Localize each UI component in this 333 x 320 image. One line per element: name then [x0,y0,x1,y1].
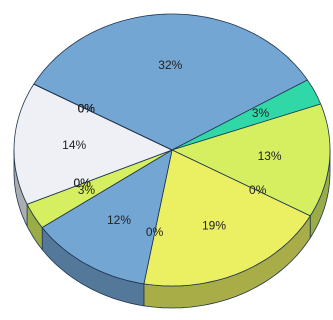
slice [171,79,322,151]
slice [171,103,331,217]
data-label: 3% [252,106,270,120]
slice [143,149,311,287]
data-label: 0% [249,183,267,197]
slice [33,13,308,151]
slice [41,149,173,285]
data-label: 0% [78,101,96,115]
slice [13,83,173,205]
data-label: 0% [78,101,96,115]
data-label: 0% [146,225,164,239]
data-label: 32% [158,58,182,72]
data-label: 3% [78,183,96,197]
data-label: 0% [74,176,92,190]
data-label: 12% [107,213,131,227]
data-label: 19% [202,218,226,232]
data-label: 13% [258,149,282,163]
data-label: 0% [78,101,96,115]
pie-tops [13,13,331,287]
pie-sides [13,149,331,309]
data-label: 0% [74,176,92,190]
slice [33,83,173,151]
data-label: 14% [62,138,86,152]
slice [26,149,173,228]
